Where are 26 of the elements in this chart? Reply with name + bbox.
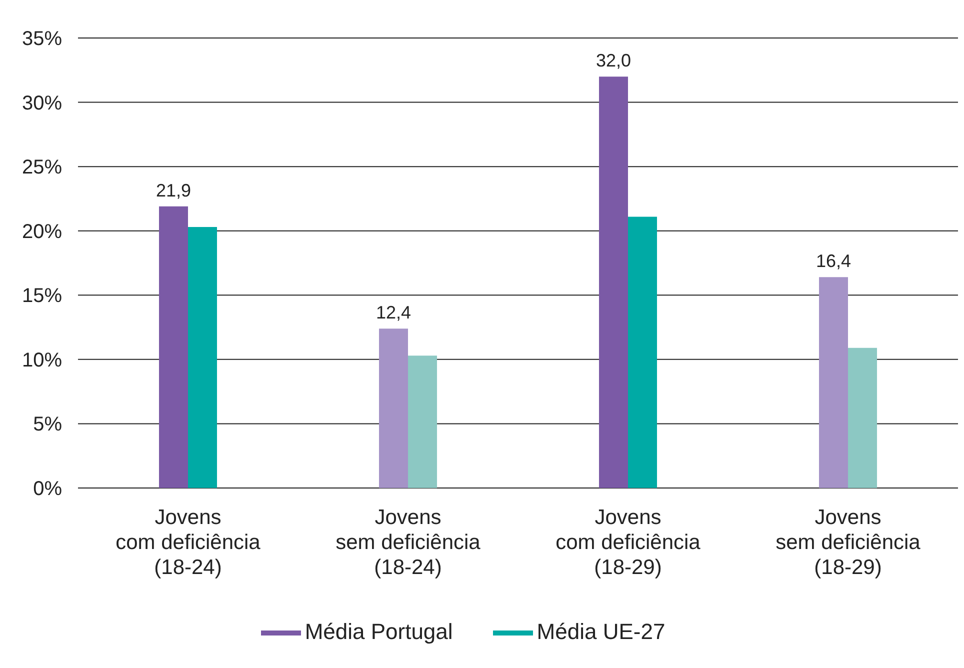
data-label: 21,9: [156, 180, 192, 200]
data-label: 16,4: [816, 251, 852, 272]
x-tick-label: Jovens sem deficiência (18-24): [336, 506, 481, 579]
y-tick-label: 30%: [22, 92, 62, 114]
data-label: 32,0: [596, 50, 632, 71]
data-label: 12,4: [376, 302, 412, 323]
y-tick-label: 0%: [33, 478, 62, 500]
bar: [848, 348, 877, 488]
bar: [819, 277, 848, 488]
y-tick-label: 15%: [22, 285, 62, 308]
bar: [379, 328, 408, 488]
bar: [408, 356, 437, 488]
y-tick-label: 20%: [22, 220, 62, 243]
bar: [188, 227, 217, 488]
bar: [628, 216, 657, 488]
bar: [159, 206, 188, 488]
legend-label: Média Portugal: [304, 618, 453, 644]
x-tick-label: Jovens sem deficiência (18-29): [776, 506, 921, 579]
y-tick-label: 35%: [22, 28, 62, 50]
y-tick-label: 10%: [22, 349, 62, 372]
bar: [599, 76, 628, 488]
x-tick-label: Jovens com deficiência (18-29): [556, 506, 701, 579]
y-tick-label: 25%: [22, 156, 62, 179]
legend-label: Média UE-27: [536, 618, 666, 644]
x-tick-label: Jovens com deficiência (18-24): [116, 506, 261, 579]
y-tick-label: 5%: [33, 414, 62, 436]
